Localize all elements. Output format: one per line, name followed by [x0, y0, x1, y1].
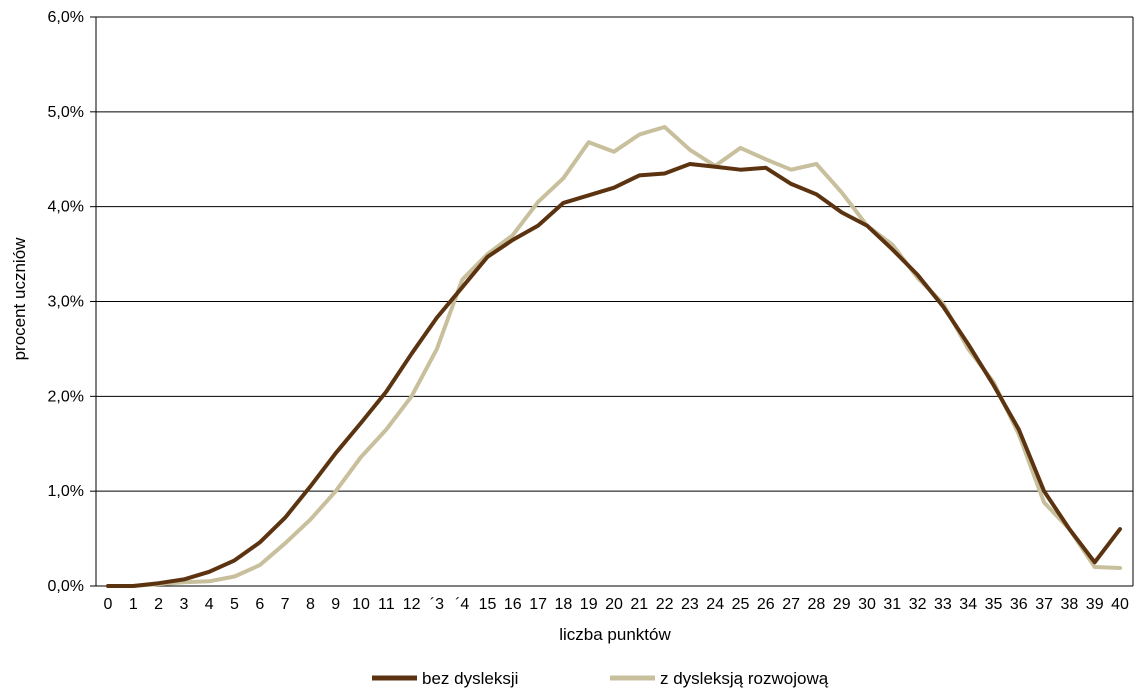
- x-tick-label: 1: [129, 596, 138, 613]
- y-tick-label: 6,0%: [48, 9, 84, 26]
- x-axis-title: liczba punktów: [559, 625, 671, 644]
- y-axis-title: procent uczniów: [10, 237, 29, 361]
- x-tick-label: 6: [255, 596, 264, 613]
- x-tick-label: 39: [1086, 596, 1104, 613]
- x-tick-label: 21: [630, 596, 648, 613]
- x-tick-label: 7: [281, 596, 290, 613]
- y-tick-labels: 0,0% 1,0% 2,0% 3,0% 4,0% 5,0% 6,0%: [48, 9, 84, 595]
- x-tick-label: 40: [1111, 596, 1129, 613]
- data-series: [106, 125, 1122, 588]
- series-line-1: [106, 162, 1122, 588]
- x-tick-label: 3: [179, 596, 188, 613]
- x-tick-label: 25: [732, 596, 750, 613]
- x-tick-label: 0: [104, 596, 113, 613]
- x-tick-label: 20: [605, 596, 623, 613]
- x-tick-label: 28: [808, 596, 826, 613]
- y-tick-label: 5,0%: [48, 104, 84, 121]
- x-tick-label: 35: [985, 596, 1003, 613]
- y-tick-label: 1,0%: [48, 483, 84, 500]
- x-tick-label: 8: [306, 596, 315, 613]
- x-tick-label: 15: [479, 596, 497, 613]
- x-tick-labels: 0 1 2 3 4 5 6 7 8 9 10 11 12 ´3 ´4 15 16 17 18 19 20 21 22 23 24…: [104, 596, 1129, 613]
- x-tick-label: 5: [230, 596, 239, 613]
- series-line-2: [106, 125, 1122, 588]
- x-tick-label: 4: [205, 596, 214, 613]
- x-tick-label: 16: [504, 596, 522, 613]
- y-tick-label: 4,0%: [48, 199, 84, 216]
- x-tick-label: 27: [782, 596, 800, 613]
- x-tick-label: 32: [909, 596, 927, 613]
- x-tick-label: ´4: [455, 596, 469, 613]
- x-tick-label: 9: [331, 596, 340, 613]
- x-tick-label: 22: [656, 596, 674, 613]
- x-tick-label: 23: [681, 596, 699, 613]
- axes: [95, 17, 1134, 587]
- x-tick-label: 10: [352, 596, 370, 613]
- x-tick-label: 38: [1061, 596, 1079, 613]
- x-tick-label: 11: [378, 596, 395, 613]
- x-tick-label: 34: [959, 596, 977, 613]
- y-tick-label: 2,0%: [48, 388, 84, 405]
- x-tick-label: 36: [1010, 596, 1028, 613]
- x-tick-label: 30: [858, 596, 876, 613]
- gridlines: [90, 16, 1133, 587]
- legend: bez dysleksji z dysleksją rozwojową: [372, 669, 829, 688]
- y-tick-label: 3,0%: [48, 294, 84, 311]
- x-tick-label: 18: [555, 596, 573, 613]
- x-tick-label: 19: [580, 596, 598, 613]
- x-tick-label: 29: [833, 596, 851, 613]
- x-tick-label: 2: [154, 596, 163, 613]
- x-tick-label: ´3: [430, 596, 444, 613]
- legend-label: bez dysleksji: [422, 669, 518, 688]
- x-tick-label: 37: [1035, 596, 1053, 613]
- x-tick-label: 31: [883, 596, 901, 613]
- x-tick-label: 24: [706, 596, 724, 613]
- legend-label: z dysleksją rozwojową: [660, 669, 829, 688]
- x-tick-label: 33: [934, 596, 952, 613]
- x-tick-label: 17: [529, 596, 547, 613]
- x-tick-label: 26: [757, 596, 775, 613]
- y-tick-label: 0,0%: [48, 578, 84, 595]
- x-tick-label: 12: [403, 596, 421, 613]
